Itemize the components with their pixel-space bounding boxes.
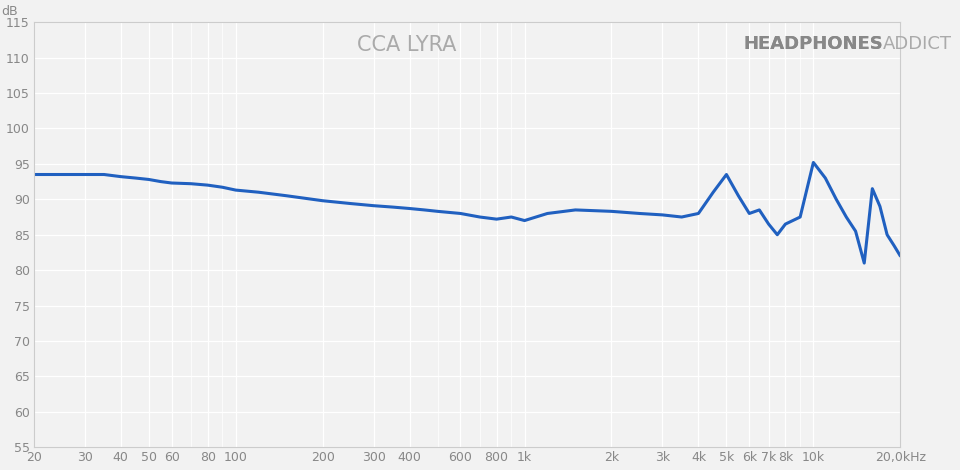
Text: HEADPHONES: HEADPHONES bbox=[743, 35, 883, 53]
Text: ADDICT: ADDICT bbox=[883, 35, 952, 53]
Text: CCA LYRA: CCA LYRA bbox=[357, 35, 456, 55]
Text: HEADPHONES: HEADPHONES bbox=[743, 35, 883, 53]
Text: dB: dB bbox=[1, 5, 17, 18]
